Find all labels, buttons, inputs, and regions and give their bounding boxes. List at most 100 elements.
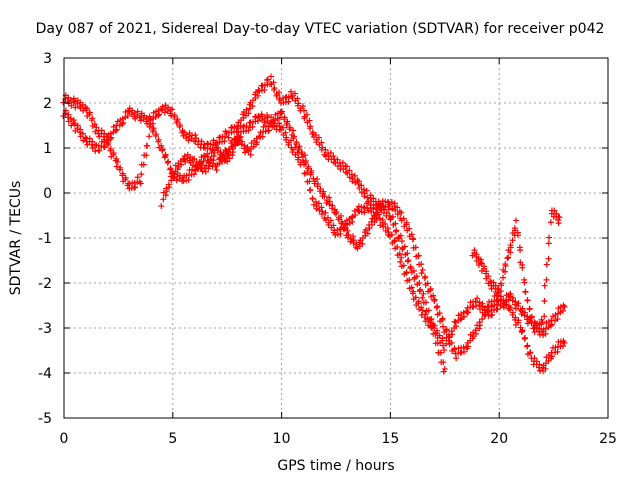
data-point [249, 103, 256, 110]
data-point [364, 230, 371, 237]
data-point [322, 146, 329, 153]
data-point [169, 106, 176, 113]
data-point [319, 144, 326, 151]
data-point [369, 215, 376, 222]
data-point [339, 159, 346, 166]
data-point [101, 130, 108, 137]
data-point [527, 349, 534, 356]
data-point [443, 340, 450, 347]
data-point [384, 225, 391, 232]
data-point [353, 241, 360, 248]
data-point [541, 313, 548, 320]
data-point [547, 219, 554, 226]
data-point [212, 140, 219, 147]
data-point [205, 154, 212, 160]
data-point [428, 316, 435, 322]
x-tick-label: 10 [273, 431, 291, 447]
data-point [315, 134, 322, 141]
y-tick-label: -1 [38, 231, 52, 247]
x-tick-label: 20 [490, 431, 508, 447]
y-tick-label: -4 [38, 366, 52, 382]
data-point [418, 304, 425, 311]
data-point [229, 152, 236, 159]
data-point [306, 178, 313, 185]
data-point [270, 79, 277, 86]
data-point [406, 276, 413, 283]
data-point [398, 209, 405, 216]
data-point [158, 142, 165, 149]
data-point [500, 302, 507, 309]
data-point [341, 224, 348, 231]
data-point [108, 134, 115, 141]
data-point [383, 209, 390, 216]
data-point [545, 240, 552, 247]
data-point [400, 262, 407, 269]
data-point [391, 237, 398, 244]
data-point [230, 149, 237, 156]
data-point [371, 212, 378, 219]
data-point [560, 302, 567, 309]
data-point [476, 325, 483, 332]
data-point [555, 220, 562, 227]
data-point [422, 273, 429, 280]
data-point [245, 127, 252, 134]
data-point [205, 165, 212, 172]
data-point [226, 155, 233, 162]
data-point [490, 279, 497, 286]
data-point [147, 121, 154, 128]
data-point [134, 108, 141, 115]
data-point [254, 92, 261, 99]
data-point [162, 192, 169, 199]
data-point [519, 305, 526, 312]
y-tick-label: 1 [43, 141, 52, 157]
data-point [473, 330, 480, 337]
data-point [124, 113, 131, 120]
data-point [367, 192, 374, 199]
data-point [507, 304, 514, 311]
data-point [96, 147, 103, 154]
data-point [406, 225, 413, 232]
data-point [432, 330, 439, 337]
data-point [344, 227, 351, 234]
data-point [329, 202, 336, 209]
data-point [119, 170, 126, 177]
data-point [507, 244, 514, 251]
data-point [166, 184, 173, 191]
data-point [545, 255, 552, 262]
data-point [222, 146, 229, 153]
data-point [91, 121, 98, 128]
data-point [107, 136, 114, 142]
data-point [556, 214, 563, 221]
data-point [303, 111, 310, 118]
data-point [471, 247, 478, 254]
data-point [79, 130, 86, 137]
data-point [408, 284, 415, 291]
data-point [93, 124, 100, 131]
data-point [153, 131, 160, 138]
data-point [541, 298, 548, 304]
data-point [507, 290, 514, 297]
y-axis-title: SDTVAR / TECUs [8, 181, 24, 296]
data-point [298, 149, 305, 156]
data-point [293, 139, 300, 146]
x-tick-label: 25 [599, 431, 617, 447]
data-point [305, 163, 312, 170]
data-point [524, 342, 531, 349]
data-point [371, 218, 378, 225]
data-point [178, 161, 185, 168]
data-point [410, 288, 417, 295]
data-point [349, 218, 356, 225]
data-point [431, 296, 438, 303]
data-point [377, 200, 384, 207]
data-point [546, 234, 553, 241]
data-point [247, 151, 254, 158]
data-point [295, 100, 302, 107]
data-point [243, 122, 250, 129]
data-point [330, 153, 337, 160]
data-point [120, 119, 127, 126]
data-point [477, 322, 484, 329]
tick-labels: 0 5 10 15 20 25 -5 -4 -3 -2 -1 0 1 2 3 [38, 51, 617, 447]
data-point [512, 217, 519, 224]
data-point [362, 226, 369, 233]
data-point [89, 145, 96, 151]
